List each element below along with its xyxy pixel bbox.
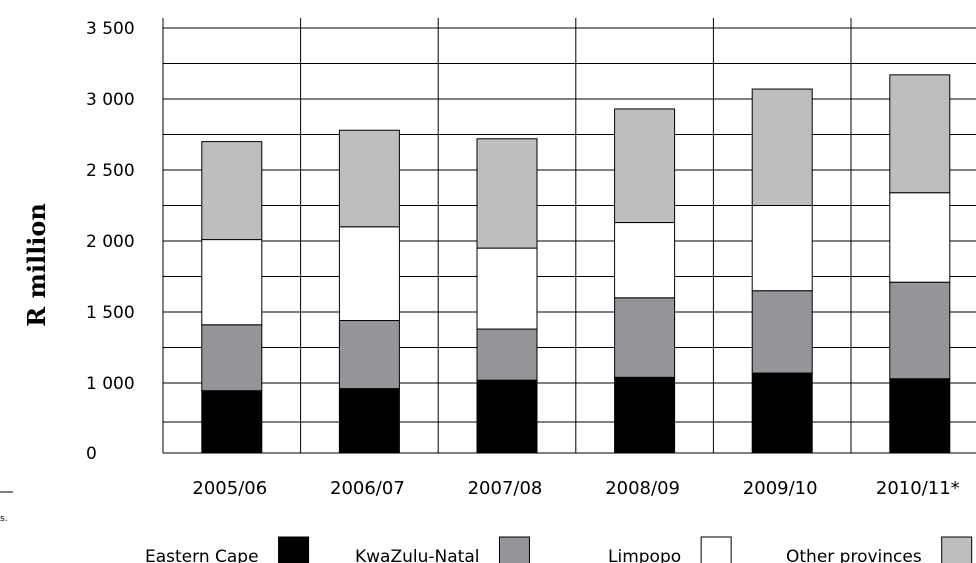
bar-segment <box>476 247 538 330</box>
bar-segment <box>476 379 538 454</box>
y-tick-label: 0 <box>86 444 97 464</box>
x-tick-label: 2008/09 <box>605 478 680 499</box>
legend-label: Eastern Cape <box>145 547 259 563</box>
y-tick-label: 1 500 <box>86 303 135 323</box>
x-axis-ticks: 2005/06 2006/07 2007/08 2008/09 2009/10 2010/… <box>192 478 959 499</box>
bar-segment <box>201 239 263 326</box>
bar-segment <box>476 328 538 381</box>
bar-segment <box>338 320 400 390</box>
bars <box>201 74 951 454</box>
bar-segment <box>338 129 400 228</box>
bar-segment <box>751 290 813 374</box>
bar-segment <box>338 388 400 454</box>
x-tick-label: 2010/11* <box>876 478 960 499</box>
legend-swatch <box>498 536 530 563</box>
legend-swatch <box>278 536 310 563</box>
grid <box>162 18 976 454</box>
legend-label: Limpopo <box>608 547 681 563</box>
bar-segment <box>614 222 676 299</box>
bar-segment <box>889 74 951 194</box>
y-tick-label: 1 000 <box>86 374 135 394</box>
x-tick-label: 2005/06 <box>192 478 267 499</box>
bar-segment <box>338 226 400 322</box>
y-axis-label: R million <box>22 203 51 327</box>
legend-swatch <box>700 536 732 563</box>
bar-segment <box>201 390 263 454</box>
footnote-fragment: s. <box>0 514 8 524</box>
x-tick-label: 2007/08 <box>468 478 543 499</box>
bar-segment <box>614 376 676 454</box>
bar-segment <box>751 88 813 206</box>
y-tick-label: 2 000 <box>86 232 135 252</box>
bar-segment <box>751 205 813 292</box>
bar-segment <box>889 378 951 454</box>
y-tick-label: 3 000 <box>86 90 135 110</box>
bar-segment <box>889 192 951 283</box>
y-tick-label: 2 500 <box>86 161 135 181</box>
bar-segment <box>201 324 263 392</box>
y-axis-ticks: 0 1 000 1 500 2 000 2 500 3 000 3 500 <box>86 19 135 464</box>
bar-segment <box>614 108 676 224</box>
bar-segment <box>476 138 538 249</box>
y-tick-label: 3 500 <box>86 19 135 39</box>
legend-swatch <box>941 536 973 563</box>
legend-label: KwaZulu-Natal <box>355 547 479 563</box>
bar-segment <box>201 141 263 241</box>
legend: Eastern Cape KwaZulu-Natal Limpopo Other pr… <box>145 536 973 563</box>
bar-segment <box>614 297 676 378</box>
x-tick-label: 2006/07 <box>330 478 405 499</box>
legend-label: Other provinces <box>786 547 922 563</box>
x-tick-label: 2009/10 <box>743 478 818 499</box>
bar-segment <box>889 281 951 380</box>
bar-segment <box>751 372 813 454</box>
